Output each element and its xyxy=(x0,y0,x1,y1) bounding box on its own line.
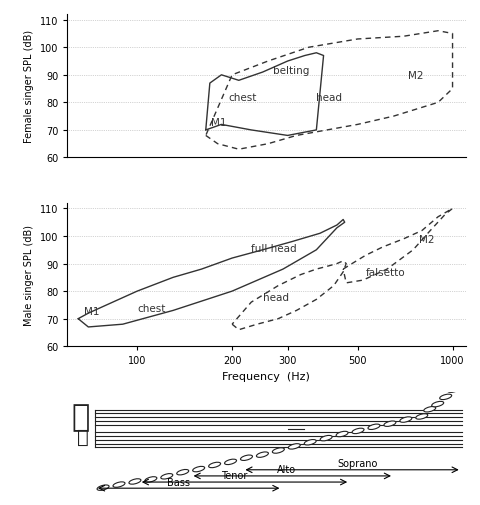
Ellipse shape xyxy=(97,485,109,490)
Y-axis label: Male singer SPL (dB): Male singer SPL (dB) xyxy=(24,225,34,325)
Text: falsetto: falsetto xyxy=(366,268,405,278)
Ellipse shape xyxy=(448,387,460,392)
Text: Alto: Alto xyxy=(277,464,296,474)
Text: M2: M2 xyxy=(419,235,434,245)
Text: 𝄞: 𝄞 xyxy=(71,402,89,431)
Ellipse shape xyxy=(225,459,237,465)
Ellipse shape xyxy=(384,421,396,427)
Ellipse shape xyxy=(145,477,157,482)
Text: Tenor: Tenor xyxy=(221,471,248,480)
Ellipse shape xyxy=(400,417,412,422)
Ellipse shape xyxy=(416,414,428,419)
Ellipse shape xyxy=(336,431,348,437)
Text: Soprano: Soprano xyxy=(338,458,378,468)
Text: belting: belting xyxy=(273,66,310,76)
Ellipse shape xyxy=(113,482,125,487)
Ellipse shape xyxy=(368,424,380,430)
Text: full head: full head xyxy=(251,243,297,253)
Ellipse shape xyxy=(161,474,173,479)
Ellipse shape xyxy=(129,479,141,484)
Text: 𝄢: 𝄢 xyxy=(77,428,89,446)
Ellipse shape xyxy=(432,401,444,407)
Ellipse shape xyxy=(288,444,300,449)
Ellipse shape xyxy=(177,470,189,475)
Text: Bass: Bass xyxy=(167,477,190,486)
Y-axis label: Female singer SPL (dB): Female singer SPL (dB) xyxy=(24,30,34,143)
Ellipse shape xyxy=(320,436,332,441)
Ellipse shape xyxy=(304,440,316,445)
Text: chest: chest xyxy=(137,304,166,314)
Ellipse shape xyxy=(209,463,221,468)
Ellipse shape xyxy=(256,452,268,458)
Text: M1: M1 xyxy=(84,307,100,316)
Text: head: head xyxy=(263,292,288,302)
Text: M1: M1 xyxy=(212,118,227,128)
Ellipse shape xyxy=(192,467,204,472)
X-axis label: Frequency  (Hz): Frequency (Hz) xyxy=(222,371,311,381)
Ellipse shape xyxy=(440,394,452,400)
Ellipse shape xyxy=(352,428,364,434)
Ellipse shape xyxy=(424,407,436,412)
Ellipse shape xyxy=(272,448,284,453)
Ellipse shape xyxy=(240,455,252,461)
Text: chest: chest xyxy=(228,93,257,103)
Text: M2: M2 xyxy=(408,71,423,81)
Text: head: head xyxy=(316,93,342,103)
